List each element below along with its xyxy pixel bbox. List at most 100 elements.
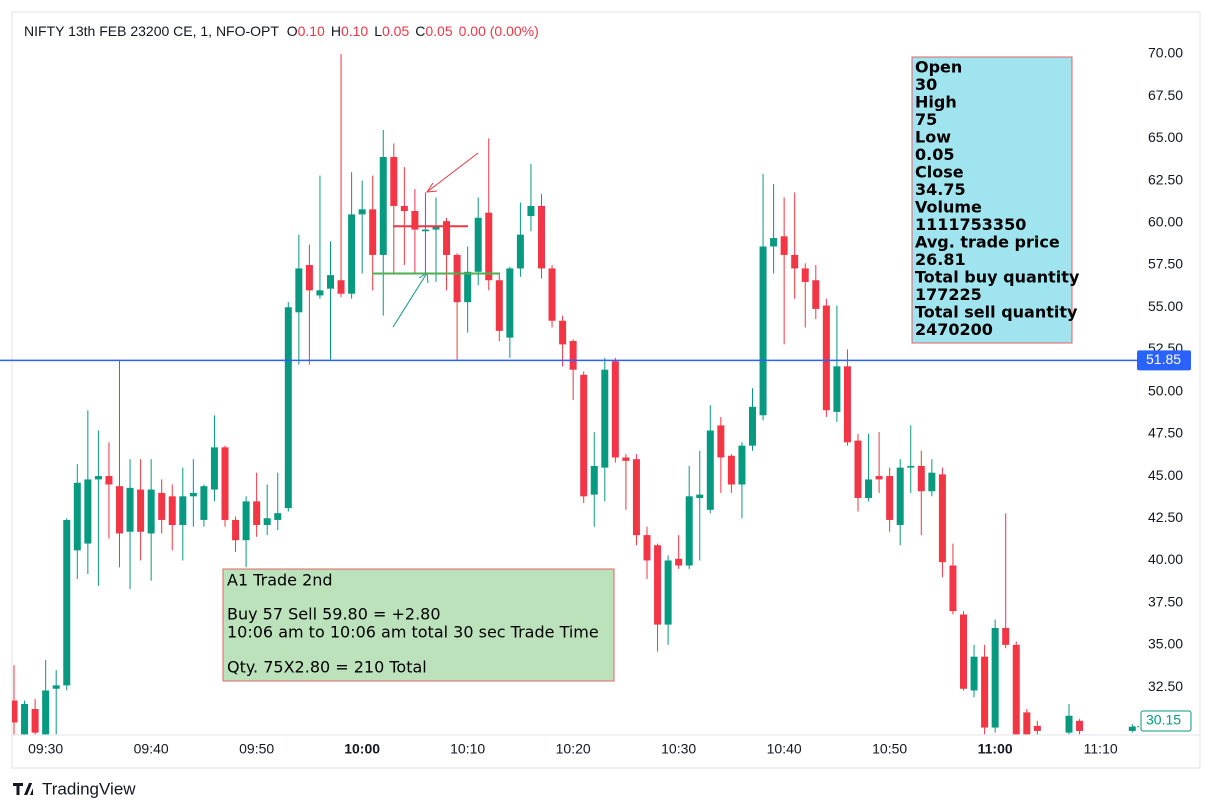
info-line: Volume (915, 198, 982, 217)
info-box (911, 56, 1073, 344)
x-tick-label: 09:30 (28, 741, 63, 757)
info-line: Total sell quantity (915, 303, 1078, 322)
candle-body (938, 474, 946, 563)
candle-body (1033, 725, 1041, 731)
footer-logo (13, 783, 33, 795)
candle-body (1002, 627, 1010, 645)
candle-body (801, 268, 809, 282)
candle-body (981, 656, 989, 728)
candle-body (654, 545, 662, 625)
y-tick-label: 50.00 (1148, 382, 1183, 398)
candle-body (242, 501, 250, 541)
candle-body (253, 501, 261, 526)
ohlc-value: 0.05 (425, 23, 452, 39)
info-line: 34.75 (915, 180, 966, 199)
red-arrow (426, 152, 479, 193)
info-line: High (915, 93, 957, 112)
ohlc-value: 0.10 (341, 23, 368, 39)
candle-body (495, 280, 503, 331)
candle-body (506, 268, 514, 338)
info-line: Total buy quantity (915, 268, 1080, 287)
candle-body (812, 280, 820, 309)
ohlc-key: H (331, 23, 341, 39)
candle-body (949, 565, 957, 612)
candle-body (611, 361, 619, 458)
brand: TradingView (42, 779, 136, 798)
candle-body (52, 685, 60, 689)
candle-body (232, 519, 240, 541)
info-line: Close (915, 163, 964, 182)
candle-body (548, 268, 556, 321)
candle-body (538, 205, 545, 269)
candle-body (348, 214, 356, 294)
candle-body (31, 709, 39, 733)
candle-body (1065, 715, 1073, 733)
candle-body (1012, 644, 1020, 735)
y-tick-label: 67.50 (1148, 87, 1183, 103)
candle-body (327, 275, 334, 289)
candle-body (105, 476, 113, 485)
y-tick-label: 47.50 (1148, 425, 1183, 441)
candle-body (411, 211, 419, 230)
candle-body (569, 341, 577, 370)
candles (12, 54, 1136, 735)
candle-body (685, 496, 693, 566)
y-tick-label: 57.50 (1148, 256, 1183, 272)
candle-body (833, 366, 841, 412)
candle-body (390, 157, 398, 206)
candle-body (854, 440, 862, 498)
y-tick-label: 32.50 (1148, 678, 1183, 694)
note-line: 10:06 am to 10:06 am total 30 sec Trade … (227, 623, 599, 642)
candle-body (21, 703, 29, 735)
candle-body (316, 290, 324, 296)
ohlc-value: 0.10 (298, 23, 325, 39)
candle-body (284, 307, 292, 509)
candle-body (295, 268, 303, 313)
candle-body (263, 518, 271, 526)
info-line: Avg. trade price (915, 233, 1060, 252)
candle-body (527, 205, 535, 217)
note-box (222, 568, 615, 682)
price-line-label: 51.85 (1146, 351, 1181, 367)
candle-body (126, 487, 134, 532)
candle-body (464, 271, 472, 303)
y-tick-label: 70.00 (1148, 45, 1183, 61)
header: NIFTY 13th FEB 23200 CE, 1, NFO-OPT O0.10… (24, 23, 539, 39)
candle-body (791, 254, 799, 269)
candle-body (358, 209, 366, 215)
y-tick-label: 35.00 (1148, 636, 1183, 652)
ohlc-value: 0.05 (382, 23, 409, 39)
candle-body (1128, 726, 1136, 731)
candle-body (928, 472, 936, 492)
candle-body (759, 246, 767, 416)
info-line: 177225 (915, 285, 982, 304)
candle-body (590, 465, 598, 495)
candle-body (485, 212, 493, 281)
candle-body (221, 447, 229, 520)
y-tick-label: 40.00 (1148, 551, 1183, 567)
candle-body (200, 486, 208, 520)
candle-body (443, 221, 451, 255)
candle-body (696, 494, 704, 498)
candle-body (168, 496, 176, 526)
y-tick-label: 60.00 (1148, 214, 1183, 230)
last-price-label: 30.15 (1146, 712, 1181, 728)
candle-body (675, 558, 683, 566)
change: 0.00 (0.00%) (459, 23, 539, 39)
candle-body (780, 236, 788, 255)
candle-body (896, 467, 904, 526)
candle-body (843, 366, 851, 443)
note-line: Qty. 75X2.80 = 210 Total (227, 658, 427, 677)
candle-body (42, 690, 50, 735)
candle-body (274, 513, 282, 520)
x-tick-label: 10:00 (344, 741, 380, 757)
green-arrow (392, 272, 428, 328)
symbol: NIFTY 13th FEB 23200 CE, 1, NFO-OPT (24, 23, 279, 39)
candle-body (749, 406, 756, 446)
info-line: 75 (915, 110, 937, 129)
candle-body (664, 560, 672, 625)
x-tick-label: 10:30 (661, 741, 696, 757)
candle-body (960, 614, 967, 689)
x-tick-label: 10:20 (556, 741, 591, 757)
